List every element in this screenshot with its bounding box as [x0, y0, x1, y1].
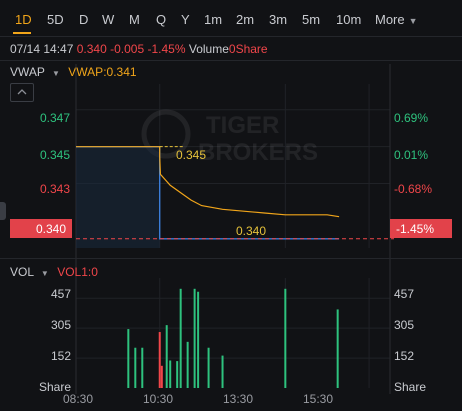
tab-5d[interactable]: 5D — [47, 12, 64, 27]
tab-1d[interactable]: 1D — [15, 12, 32, 27]
active-tab-indicator — [13, 32, 31, 34]
volume-value: 0Share — [228, 42, 268, 56]
volume-bar — [127, 329, 130, 388]
price-axis-label: 0.343 — [40, 182, 70, 196]
volume-dropdown-icon[interactable]: ▼ — [40, 269, 49, 278]
volume-axis-label: 152 — [51, 349, 71, 363]
pct-axis-label: 0.01% — [394, 148, 428, 162]
volume-bar — [284, 288, 287, 388]
volume-bar — [197, 291, 200, 388]
panel-divider — [0, 258, 462, 259]
volume-bar — [221, 355, 224, 388]
time-axis-label: 15:30 — [303, 392, 333, 406]
volume-bar — [160, 365, 163, 388]
current-price-tag: 0.340 — [10, 219, 72, 238]
volume-bar — [193, 288, 196, 388]
tab-more[interactable]: More ▼ — [375, 12, 418, 27]
volume-bar — [336, 309, 339, 388]
side-collapse-handle[interactable] — [0, 202, 6, 220]
price-axis-label: 0.347 — [40, 111, 70, 125]
tab-d[interactable]: D — [79, 12, 89, 27]
tab-2m[interactable]: 2m — [236, 12, 255, 27]
price-area-fill — [76, 146, 160, 248]
vol1-value: VOL1:0 — [57, 265, 98, 279]
price-chart — [76, 146, 394, 248]
price-axis-label: 0.345 — [40, 148, 70, 162]
indicator-name[interactable]: VWAP — [10, 65, 45, 79]
pct-axis-label: -0.68% — [394, 182, 432, 196]
volume-bar — [169, 360, 172, 388]
tab-w[interactable]: W — [102, 12, 115, 27]
watermark-line2: BROKERS — [198, 139, 318, 166]
volume-axis-label: 305 — [394, 318, 414, 332]
volume-bar — [176, 361, 179, 388]
volume-bar — [158, 332, 161, 388]
collapse-up-button[interactable] — [10, 83, 34, 102]
pct-axis-label: 0.69% — [394, 111, 428, 125]
volume-axis-label: 457 — [394, 287, 414, 301]
last-price: 0.340 — [76, 42, 107, 56]
volume-bar — [186, 341, 189, 388]
tab-1m[interactable]: 1m — [204, 12, 223, 27]
chevron-up-icon — [17, 89, 27, 95]
volume-axis-label: 152 — [394, 349, 414, 363]
volume-axis-label: 457 — [51, 287, 71, 301]
price-change-pct: -1.45% — [147, 42, 186, 56]
datetime: 07/14 14:47 — [10, 42, 74, 56]
volume-chart — [127, 288, 339, 388]
time-axis-label: 10:30 — [143, 392, 173, 406]
indicator-header: VWAP ▼ VWAP:0.341 — [10, 65, 137, 79]
tab-m[interactable]: M — [129, 12, 140, 27]
price-change: -0.005 — [110, 42, 145, 56]
divider — [0, 36, 462, 37]
watermark: TIGER BROKERS — [141, 109, 318, 166]
quote-info: 07/14 14:47 0.340 -0.005 -1.45% Volume0S… — [10, 42, 268, 56]
volume-label: Volume — [188, 42, 229, 56]
chevron-down-icon: ▼ — [408, 16, 418, 26]
watermark-logo-icon — [141, 109, 191, 159]
divider — [0, 60, 462, 61]
volume-bar — [179, 288, 182, 388]
time-axis-label: 13:30 — [223, 392, 253, 406]
vwap-line — [76, 146, 340, 218]
tab-y[interactable]: Y — [181, 12, 190, 27]
tab-3m[interactable]: 3m — [269, 12, 288, 27]
volume-indicator-name[interactable]: VOL — [10, 265, 34, 279]
time-axis-label: 08:30 — [63, 392, 93, 406]
current-pct-tag: -1.45% — [390, 219, 452, 238]
volume-bar — [141, 347, 144, 388]
volume-axis-label: Share — [394, 380, 426, 394]
vwap-value: VWAP:0.341 — [68, 65, 137, 79]
volume-bar — [165, 325, 168, 388]
last-price-label: 0.340 — [236, 224, 266, 238]
reference-price-label: 0.345 — [176, 148, 206, 162]
indicator-dropdown-icon[interactable]: ▼ — [52, 69, 60, 78]
tab-5m[interactable]: 5m — [302, 12, 321, 27]
more-label: More — [375, 12, 405, 27]
period-tabs: 1D 5D D W M Q Y 1m 2m 3m 5m 10m More ▼ — [0, 0, 462, 38]
volume-bar — [207, 347, 210, 388]
tab-10m[interactable]: 10m — [336, 12, 362, 27]
volume-header: VOL ▼ VOL1:0 — [10, 265, 98, 279]
volume-axis-label: Share — [39, 380, 71, 394]
volume-bar — [134, 347, 137, 388]
tab-q[interactable]: Q — [156, 12, 167, 27]
watermark-line1: TIGER — [206, 112, 279, 139]
volume-axis-label: 305 — [51, 318, 71, 332]
